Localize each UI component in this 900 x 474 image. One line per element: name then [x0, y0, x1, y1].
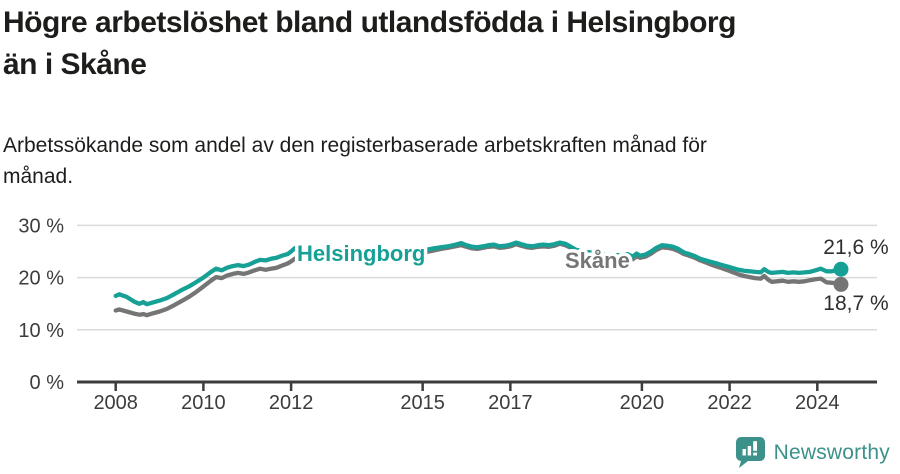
x-tick-label: 2022	[707, 392, 752, 414]
subtitle-line-1: Arbetssökande som andel av den registerb…	[3, 134, 707, 157]
series-end-value-0: 21,6 %	[823, 236, 888, 259]
newsworthy-logo-icon	[735, 437, 765, 468]
x-tick-label: 2008	[93, 392, 138, 414]
x-tick-label: 2024	[795, 392, 840, 414]
subtitle-line-2: månad.	[3, 165, 74, 188]
series-line-1	[113, 241, 844, 318]
y-tick-label: 10 %	[18, 320, 64, 342]
chart-subtitle: Arbetssökande som andel av den registerb…	[3, 130, 863, 192]
page-title: Högre arbetslöshet bland utlandsfödda i …	[3, 2, 897, 86]
title-line-1: Högre arbetslöshet bland utlandsfödda i …	[3, 6, 736, 39]
series-end-dot-0	[833, 261, 849, 277]
series-label-0: Helsingborg	[297, 241, 425, 266]
brand-footer: Newsworthy	[735, 437, 890, 468]
series-line-0	[113, 240, 844, 307]
y-tick-label: 30 %	[18, 215, 64, 237]
series-end-dot-1	[833, 276, 849, 292]
x-tick-label: 2020	[620, 392, 665, 414]
series-label-1: Skåne	[565, 248, 630, 273]
x-tick-label: 2015	[400, 392, 445, 414]
title-line-2: än i Skåne	[3, 48, 147, 81]
y-tick-label: 20 %	[18, 268, 64, 290]
y-tick-label: 0 %	[30, 372, 65, 394]
x-tick-label: 2017	[488, 392, 533, 414]
brand-name: Newsworthy	[773, 440, 890, 464]
x-tick-label: 2012	[269, 392, 314, 414]
series-end-value-1: 18,7 %	[823, 292, 888, 315]
x-tick-label: 2010	[181, 392, 226, 414]
